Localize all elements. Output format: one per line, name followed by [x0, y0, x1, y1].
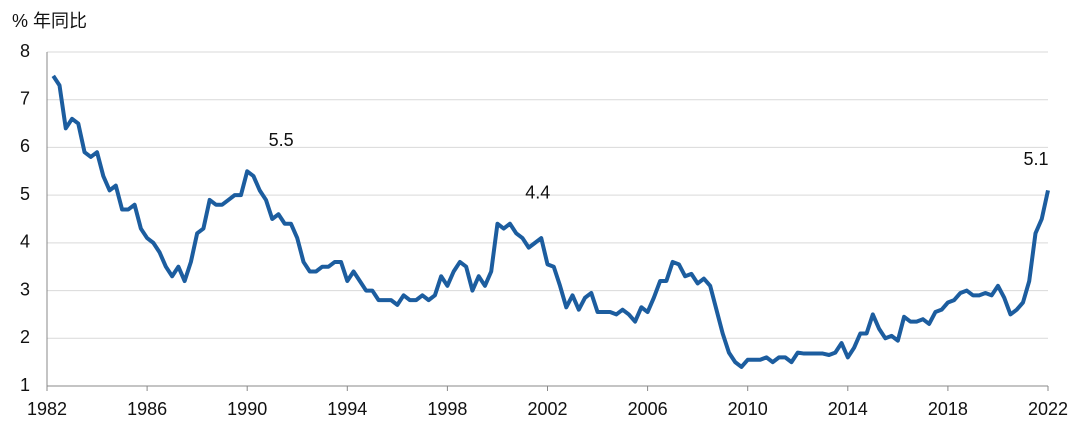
- x-tick-label: 1986: [127, 399, 167, 419]
- x-tick-label: 2014: [828, 399, 868, 419]
- x-tick-label: 1982: [27, 399, 67, 419]
- annotation: 5.1: [1023, 149, 1048, 169]
- x-tick-label: 2002: [527, 399, 567, 419]
- y-tick-label: 1: [20, 375, 30, 395]
- annotation: 4.4: [525, 183, 550, 203]
- y-tick-label: 8: [20, 41, 30, 61]
- y-tick-label: 7: [20, 88, 30, 108]
- y-tick-label: 6: [20, 136, 30, 156]
- x-tick-label: 1994: [327, 399, 367, 419]
- y-tick-label: 2: [20, 327, 30, 347]
- annotation: 5.5: [269, 130, 294, 150]
- y-tick-label: 4: [20, 232, 30, 252]
- y-tick-label: 3: [20, 279, 30, 299]
- x-tick-label: 1990: [227, 399, 267, 419]
- y-tick-label: 5: [20, 184, 30, 204]
- y-axis-label: % 年同比: [12, 11, 87, 31]
- x-tick-label: 1998: [427, 399, 467, 419]
- x-tick-label: 2018: [928, 399, 968, 419]
- x-tick-label: 2010: [728, 399, 768, 419]
- line-series: [51, 74, 1050, 369]
- x-tick-label: 2022: [1028, 399, 1068, 419]
- x-tick-label: 2006: [628, 399, 668, 419]
